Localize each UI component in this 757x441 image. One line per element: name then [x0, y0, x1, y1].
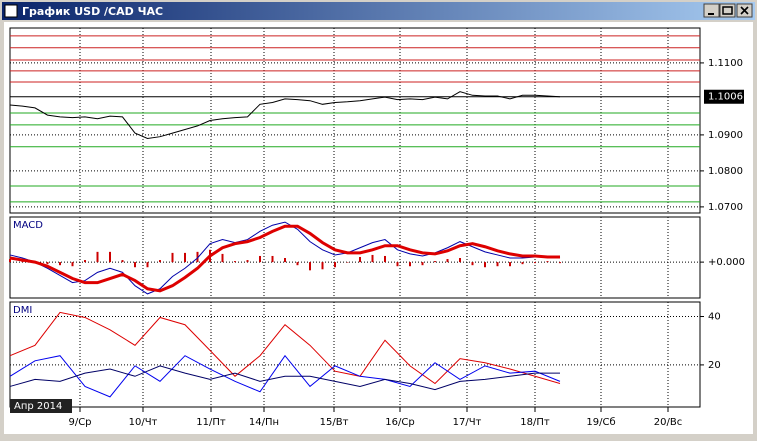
panel-border: [9, 27, 701, 214]
close-button[interactable]: [736, 3, 753, 18]
histogram-bar: [134, 262, 136, 268]
y-tick-label: 1.0900: [708, 130, 743, 141]
x-tick-label: 10/Чт: [129, 417, 158, 428]
current-price-box: [704, 89, 744, 104]
histogram-bar: [109, 251, 111, 263]
histogram-bar: [421, 262, 424, 266]
histogram-bar: [184, 252, 186, 263]
histogram-bar: [309, 262, 311, 271]
histogram-bar: [284, 258, 286, 263]
current-price-label: 1.1006: [708, 92, 743, 103]
histogram-bar: [471, 262, 474, 266]
histogram-bar: [434, 261, 436, 263]
histogram-bar: [396, 262, 399, 267]
chart-area: [4, 22, 753, 434]
histogram-bar: [334, 262, 336, 268]
plots: 1.0700 1.0800 1.0900 1.1100 1.1006 +0.000 MACD…: [9, 27, 745, 428]
x-tick-label: 14/Пн: [249, 417, 279, 428]
histogram-bar: [409, 262, 411, 267]
histogram-bar: [496, 262, 499, 267]
panel-title: MACD: [13, 220, 43, 231]
histogram-bar: [509, 262, 511, 267]
series-line: [9, 354, 561, 398]
histogram-bar: [484, 262, 486, 268]
maximize-button[interactable]: [719, 3, 736, 18]
histogram-bar: [146, 262, 149, 268]
histogram-bar: [559, 262, 561, 264]
x-tick-label: 20/Вс: [654, 417, 682, 428]
histogram-bar: [46, 262, 49, 265]
x-tick-label: 15/Вт: [320, 417, 349, 428]
histogram-bar: [321, 262, 324, 270]
histogram-bar: [171, 252, 174, 263]
histogram-bar: [234, 261, 236, 263]
histogram-bar: [71, 262, 74, 267]
histogram-bar: [446, 259, 449, 263]
y-tick-label: 40: [708, 312, 721, 323]
y-tick-label: +0.000: [708, 257, 745, 268]
histogram-bar: [271, 255, 274, 263]
minimize-button[interactable]: [703, 3, 720, 18]
window-title: График USD /CAD ЧАС: [22, 5, 163, 18]
histogram-bar: [459, 258, 461, 263]
x-tick-label: 18/Пт: [520, 417, 550, 428]
histogram-bar: [221, 253, 224, 263]
histogram-bar: [521, 262, 524, 265]
histogram-bar: [546, 261, 549, 263]
date-label: Апр 2014: [14, 401, 62, 412]
date-label-box: [10, 399, 72, 413]
panel-border: [9, 216, 701, 299]
panel-title: DMI: [13, 305, 32, 316]
histogram-bar: [9, 259, 11, 263]
histogram-bar: [296, 262, 299, 266]
panel-border: [9, 301, 701, 408]
y-tick-label: 20: [708, 360, 721, 371]
y-tick-label: 1.1100: [708, 58, 743, 69]
series-line: [9, 91, 561, 140]
y-tick-label: 1.0700: [708, 202, 743, 213]
histogram-bar: [534, 262, 536, 264]
histogram-bar: [359, 256, 361, 263]
histogram-bar: [59, 262, 61, 266]
title-bar: [2, 2, 755, 20]
histogram-bar: [121, 260, 124, 263]
window-icon: [4, 4, 18, 18]
y-tick-label: 1.0800: [708, 166, 743, 177]
histogram-bar: [384, 255, 386, 263]
x-tick-label: 17/Чт: [453, 417, 482, 428]
x-tick-label: 9/Ср: [68, 417, 91, 428]
histogram-bar: [96, 251, 99, 263]
histogram-bar: [159, 260, 161, 263]
series-line: [9, 311, 561, 385]
histogram-bar: [246, 260, 249, 263]
x-tick-label: 19/Сб: [586, 417, 615, 428]
histogram-bar: [346, 262, 349, 263]
series-line: [9, 224, 560, 293]
histogram-bar: [84, 260, 86, 263]
histogram-bar: [196, 251, 199, 263]
x-tick-label: 16/Ср: [385, 417, 414, 428]
x-tick-label: 11/Пт: [196, 417, 226, 428]
histogram-bar: [259, 255, 261, 263]
histogram-bar: [371, 254, 374, 263]
series-line: [9, 365, 560, 391]
